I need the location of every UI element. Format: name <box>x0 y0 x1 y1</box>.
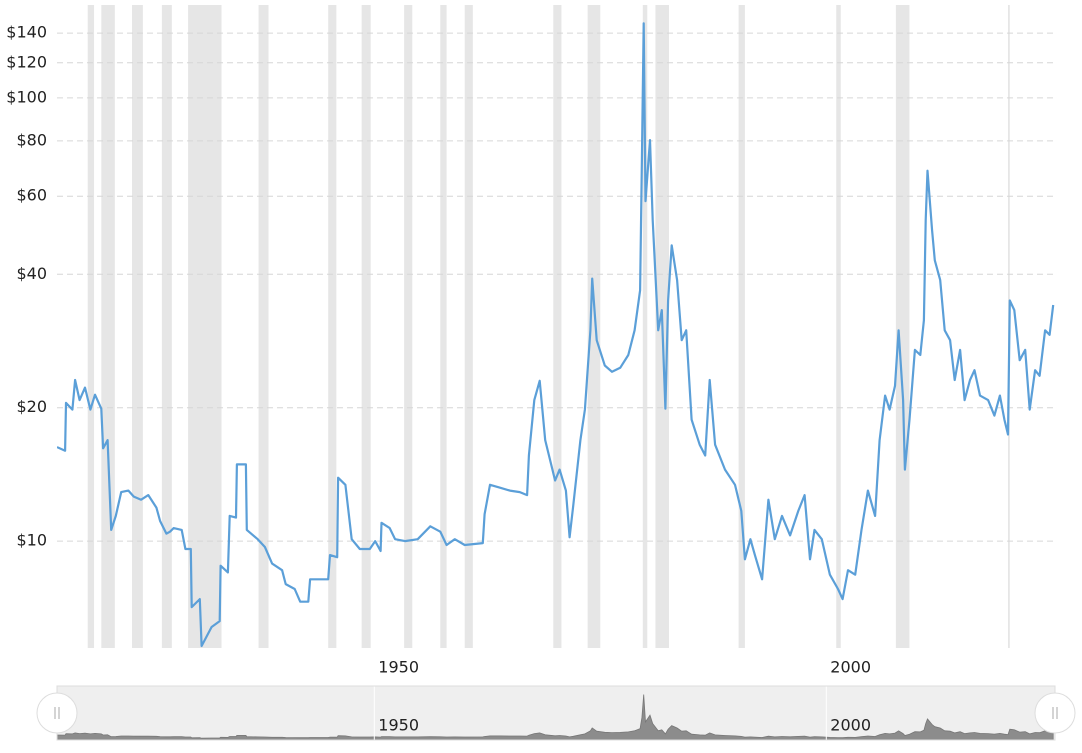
handle[interactable] <box>1034 692 1076 734</box>
recession-band <box>101 5 115 648</box>
recession-band <box>132 5 143 648</box>
y-tick-label: $100 <box>6 87 47 106</box>
recession-band <box>87 5 95 648</box>
recession-band <box>188 5 222 648</box>
handle[interactable] <box>36 692 78 734</box>
navigator-handle-right[interactable] <box>1034 692 1076 734</box>
y-tick-label: $40 <box>16 264 47 283</box>
y-tick-label: $120 <box>6 52 47 71</box>
recession-band <box>895 5 910 648</box>
recession-band <box>464 5 473 648</box>
price-line <box>57 22 1055 648</box>
x-tick-label: 2000 <box>830 658 871 677</box>
recession-band <box>738 5 745 648</box>
recession-band <box>440 5 447 648</box>
y-tick-label: $20 <box>16 397 47 416</box>
recession-band <box>836 5 841 648</box>
x-tick-label: 1950 <box>378 658 419 677</box>
navigator-tick-label: 1950 <box>378 716 419 735</box>
recession-band <box>642 5 648 648</box>
recession-band <box>328 5 337 648</box>
y-tick-label: $140 <box>6 23 47 42</box>
navigator: 1950 2000 <box>56 686 1054 741</box>
y-tick-label: $60 <box>16 186 47 205</box>
navigator-handle-left[interactable] <box>36 692 78 734</box>
navigator-tick-label: 2000 <box>830 716 871 735</box>
recession-band <box>361 5 371 648</box>
recession-band <box>161 5 172 648</box>
y-tick-label: $80 <box>16 130 47 149</box>
navigator-area <box>56 694 1054 741</box>
recession-band <box>553 5 562 648</box>
y-tick-label: $10 <box>16 531 47 550</box>
recession-band <box>258 5 269 648</box>
axis-labels: $10 $20 $40 $60 $80 $100 $120 $140 1950 2000 <box>6 23 871 677</box>
recession-band <box>587 5 601 648</box>
recession-band <box>404 5 413 648</box>
navigator-background <box>57 686 1055 740</box>
recession-bands <box>87 5 1010 648</box>
series <box>57 22 1055 648</box>
